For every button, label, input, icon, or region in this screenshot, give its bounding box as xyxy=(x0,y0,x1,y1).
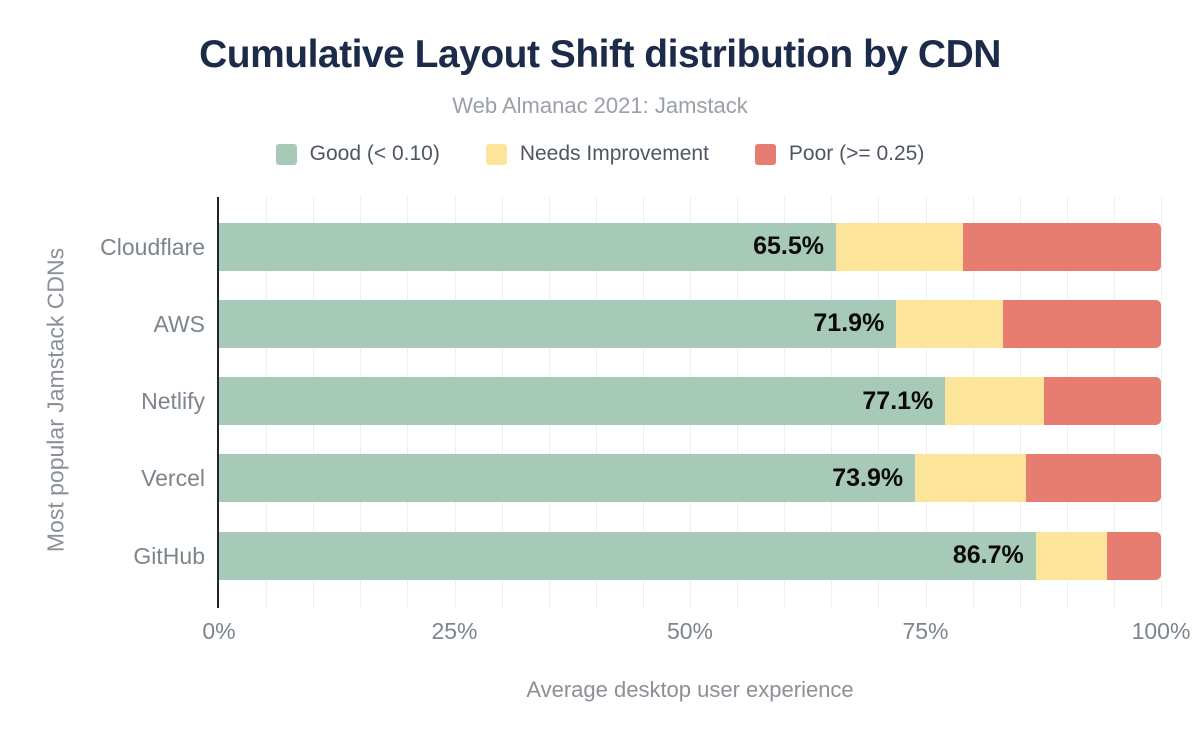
legend: Good (< 0.10) Needs Improvement Poor (>= 0… xyxy=(0,142,1200,166)
legend-swatch-icon xyxy=(754,143,776,165)
category-label-aws: AWS xyxy=(153,310,205,337)
bar-row-github: 86.7% xyxy=(219,531,1161,580)
bar-segment xyxy=(1002,299,1161,348)
category-label-github: GitHub xyxy=(133,542,205,569)
category-label-vercel: Vercel xyxy=(141,465,205,492)
legend-label: Good (< 0.10) xyxy=(309,142,440,165)
bar-segment xyxy=(1035,531,1108,580)
x-axis-title: Average desktop user experience xyxy=(526,677,854,702)
bar-value-label: 71.9% xyxy=(813,309,885,338)
x-tick-label: 25% xyxy=(431,618,478,644)
bar-value-label: 86.7% xyxy=(952,541,1024,569)
bar-segment xyxy=(1044,377,1161,426)
gridline xyxy=(1161,197,1162,608)
bar-segment xyxy=(896,299,1003,348)
legend-label: Needs Improvement xyxy=(519,142,709,165)
bar-row-cloudflare: 65.5% xyxy=(219,222,1161,271)
bar-row-vercel: 73.9% xyxy=(219,454,1161,503)
y-axis-title: Most popular Jamstack CDNs xyxy=(42,247,69,553)
bar-value-label: 73.9% xyxy=(832,463,904,492)
legend-swatch-icon xyxy=(485,143,507,165)
legend-swatch-icon xyxy=(275,143,297,165)
bar-value-label: 77.1% xyxy=(862,386,934,415)
legend-item-1: Needs Improvement xyxy=(485,142,709,166)
bar-row-netlify: 77.1% xyxy=(219,377,1161,426)
bar-segment: 65.5% xyxy=(219,222,836,271)
chart-subtitle: Web Almanac 2021: Jamstack xyxy=(452,93,748,118)
bar-segment: 73.9% xyxy=(219,454,916,503)
category-label-cloudflare: Cloudflare xyxy=(100,233,205,260)
x-tick-label: 50% xyxy=(666,618,714,644)
bar-segment: 86.7% xyxy=(219,531,1036,580)
bar-segment xyxy=(1107,531,1161,580)
bar-value-label: 65.5% xyxy=(753,232,824,261)
bar-row-aws: 71.9% xyxy=(219,299,1161,348)
plot-area: 65.5% 71.9% 77.1% 73.9% 86.7% xyxy=(217,197,1162,608)
y-axis-line xyxy=(217,197,219,608)
x-tick-label: 100% xyxy=(1131,618,1191,644)
category-label-netlify: Netlify xyxy=(141,388,205,415)
x-tick-label: 75% xyxy=(902,618,949,644)
legend-item-0: Good (< 0.10) xyxy=(275,142,440,166)
bar-segment: 77.1% xyxy=(219,377,946,426)
bar-segment xyxy=(915,454,1027,503)
x-tick-label: 0% xyxy=(202,618,236,644)
bar-segment xyxy=(945,377,1045,426)
legend-item-2: Poor (>= 0.25) xyxy=(754,142,925,166)
bar-segment xyxy=(963,222,1161,271)
chart-title: Cumulative Layout Shift distribution by … xyxy=(199,33,1001,76)
bar-segment xyxy=(1026,454,1161,503)
bar-segment xyxy=(836,222,964,271)
legend-label: Poor (>= 0.25) xyxy=(788,142,925,165)
bar-segment: 71.9% xyxy=(219,299,897,348)
